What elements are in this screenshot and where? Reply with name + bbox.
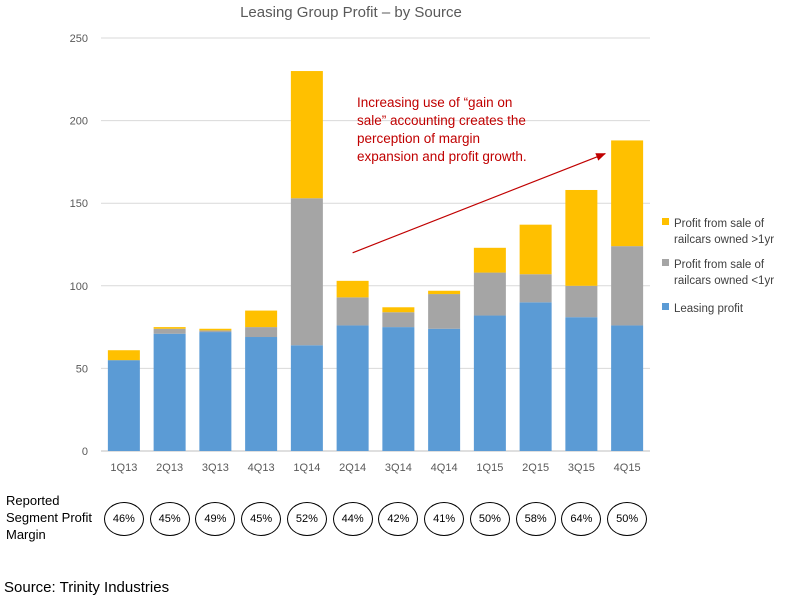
bar-segment <box>290 71 323 199</box>
bar-segment <box>473 315 506 451</box>
annotation: Increasing use of “gain on sale” accounti… <box>352 95 607 254</box>
trend-arrow <box>352 153 607 254</box>
bar-segment <box>428 294 461 329</box>
bar-segment <box>336 325 369 451</box>
y-tick-label: 100 <box>70 281 88 293</box>
y-tick-label: 0 <box>82 446 88 458</box>
bar-segment <box>290 198 323 346</box>
margin-circle: 41% <box>424 502 465 536</box>
margin-circle: 42% <box>378 502 419 536</box>
margin-circle: 45% <box>149 502 190 536</box>
x-tick-label: 1Q13 <box>110 462 137 474</box>
stacked-bar-chart: Leasing Group Profit – by Source 0 50 100 1… <box>70 4 775 474</box>
margin-circle: 46% <box>103 502 144 536</box>
bar-segment <box>428 328 461 451</box>
margin-circle: 58% <box>515 502 556 536</box>
bar-segment <box>428 290 461 295</box>
gridlines <box>101 37 650 452</box>
annotation-line: perception of margin <box>357 131 480 146</box>
margin-circle: 50% <box>607 502 648 536</box>
bar-segment <box>153 328 186 334</box>
x-tick-label: 4Q15 <box>614 462 641 474</box>
bar-segment <box>107 350 140 361</box>
bar-segment <box>107 360 140 451</box>
bar-segment <box>290 345 323 451</box>
source-note: Source: Trinity Industries <box>4 579 170 596</box>
margin-circle: 64% <box>561 502 602 536</box>
bar-segment <box>519 274 552 303</box>
bar-segment <box>336 280 369 298</box>
bar-segment <box>245 327 278 338</box>
bars <box>107 71 644 451</box>
margin-circle: 45% <box>241 502 282 536</box>
bar-segment <box>199 328 232 331</box>
legend-label: Leasing profit <box>674 303 744 315</box>
annotation-line: Increasing use of “gain on <box>357 95 512 110</box>
x-tick-label: 2Q14 <box>339 462 366 474</box>
bar-segment <box>382 327 415 451</box>
y-tick-label: 50 <box>76 363 88 375</box>
x-tick-label: 4Q14 <box>431 462 458 474</box>
bar-segment <box>199 330 232 333</box>
bar-segment <box>382 307 415 313</box>
margin-label-line: Margin <box>6 527 46 542</box>
annotation-line: sale” accounting creates the <box>357 113 526 128</box>
margin-circle: 52% <box>286 502 327 536</box>
bar-segment <box>473 272 506 316</box>
bar-segment <box>153 327 186 329</box>
margin-row-label: Reported Segment Profit Margin <box>6 492 106 543</box>
x-tick-label: 1Q15 <box>476 462 503 474</box>
y-axis-ticks: 0 50 100 150 200 250 <box>70 33 88 458</box>
bar-segment <box>245 310 278 328</box>
legend-label: railcars owned >1yr <box>674 234 774 246</box>
legend-label: Profit from sale of <box>674 259 765 271</box>
margin-circle: 50% <box>469 502 510 536</box>
bar-segment <box>565 317 598 451</box>
x-tick-label: 3Q13 <box>202 462 229 474</box>
x-tick-label: 1Q14 <box>293 462 320 474</box>
bar-segment <box>565 285 598 318</box>
x-tick-label: 2Q13 <box>156 462 183 474</box>
x-tick-label: 3Q15 <box>568 462 595 474</box>
bar-segment <box>519 302 552 451</box>
margin-label-line: Segment Profit <box>6 510 92 525</box>
bar-segment <box>245 337 278 451</box>
margin-circle: 44% <box>332 502 373 536</box>
x-tick-label: 2Q15 <box>522 462 549 474</box>
bar-segment <box>611 140 644 247</box>
y-tick-label: 150 <box>70 198 88 210</box>
chart-title: Leasing Group Profit – by Source <box>240 4 462 21</box>
y-tick-label: 250 <box>70 33 88 45</box>
bar-segment <box>519 224 552 275</box>
margin-label-line: Reported <box>6 493 60 508</box>
legend-swatch <box>662 259 669 266</box>
bar-segment <box>473 247 506 273</box>
x-tick-label: 4Q13 <box>248 462 275 474</box>
bar-segment <box>199 332 232 451</box>
legend: Profit from sale of railcars owned >1yr Pr… <box>662 218 774 315</box>
bar-segment <box>153 333 186 451</box>
x-tick-label: 3Q14 <box>385 462 412 474</box>
x-axis-ticks: 1Q13 2Q13 3Q13 4Q13 1Q14 2Q14 3Q14 4Q14 1Q15 2Q15… <box>110 462 640 474</box>
annotation-line: expansion and profit growth. <box>357 149 527 164</box>
bar-segment <box>382 312 415 328</box>
bar-segment <box>611 246 644 326</box>
legend-label: railcars owned <1yr <box>674 275 774 287</box>
legend-label: Profit from sale of <box>674 218 765 230</box>
bar-segment <box>565 189 598 286</box>
legend-swatch <box>662 303 669 310</box>
margin-circle: 49% <box>195 502 236 536</box>
legend-swatch <box>662 218 669 225</box>
bar-segment <box>611 325 644 451</box>
y-tick-label: 200 <box>70 116 88 128</box>
bar-segment <box>336 297 369 326</box>
